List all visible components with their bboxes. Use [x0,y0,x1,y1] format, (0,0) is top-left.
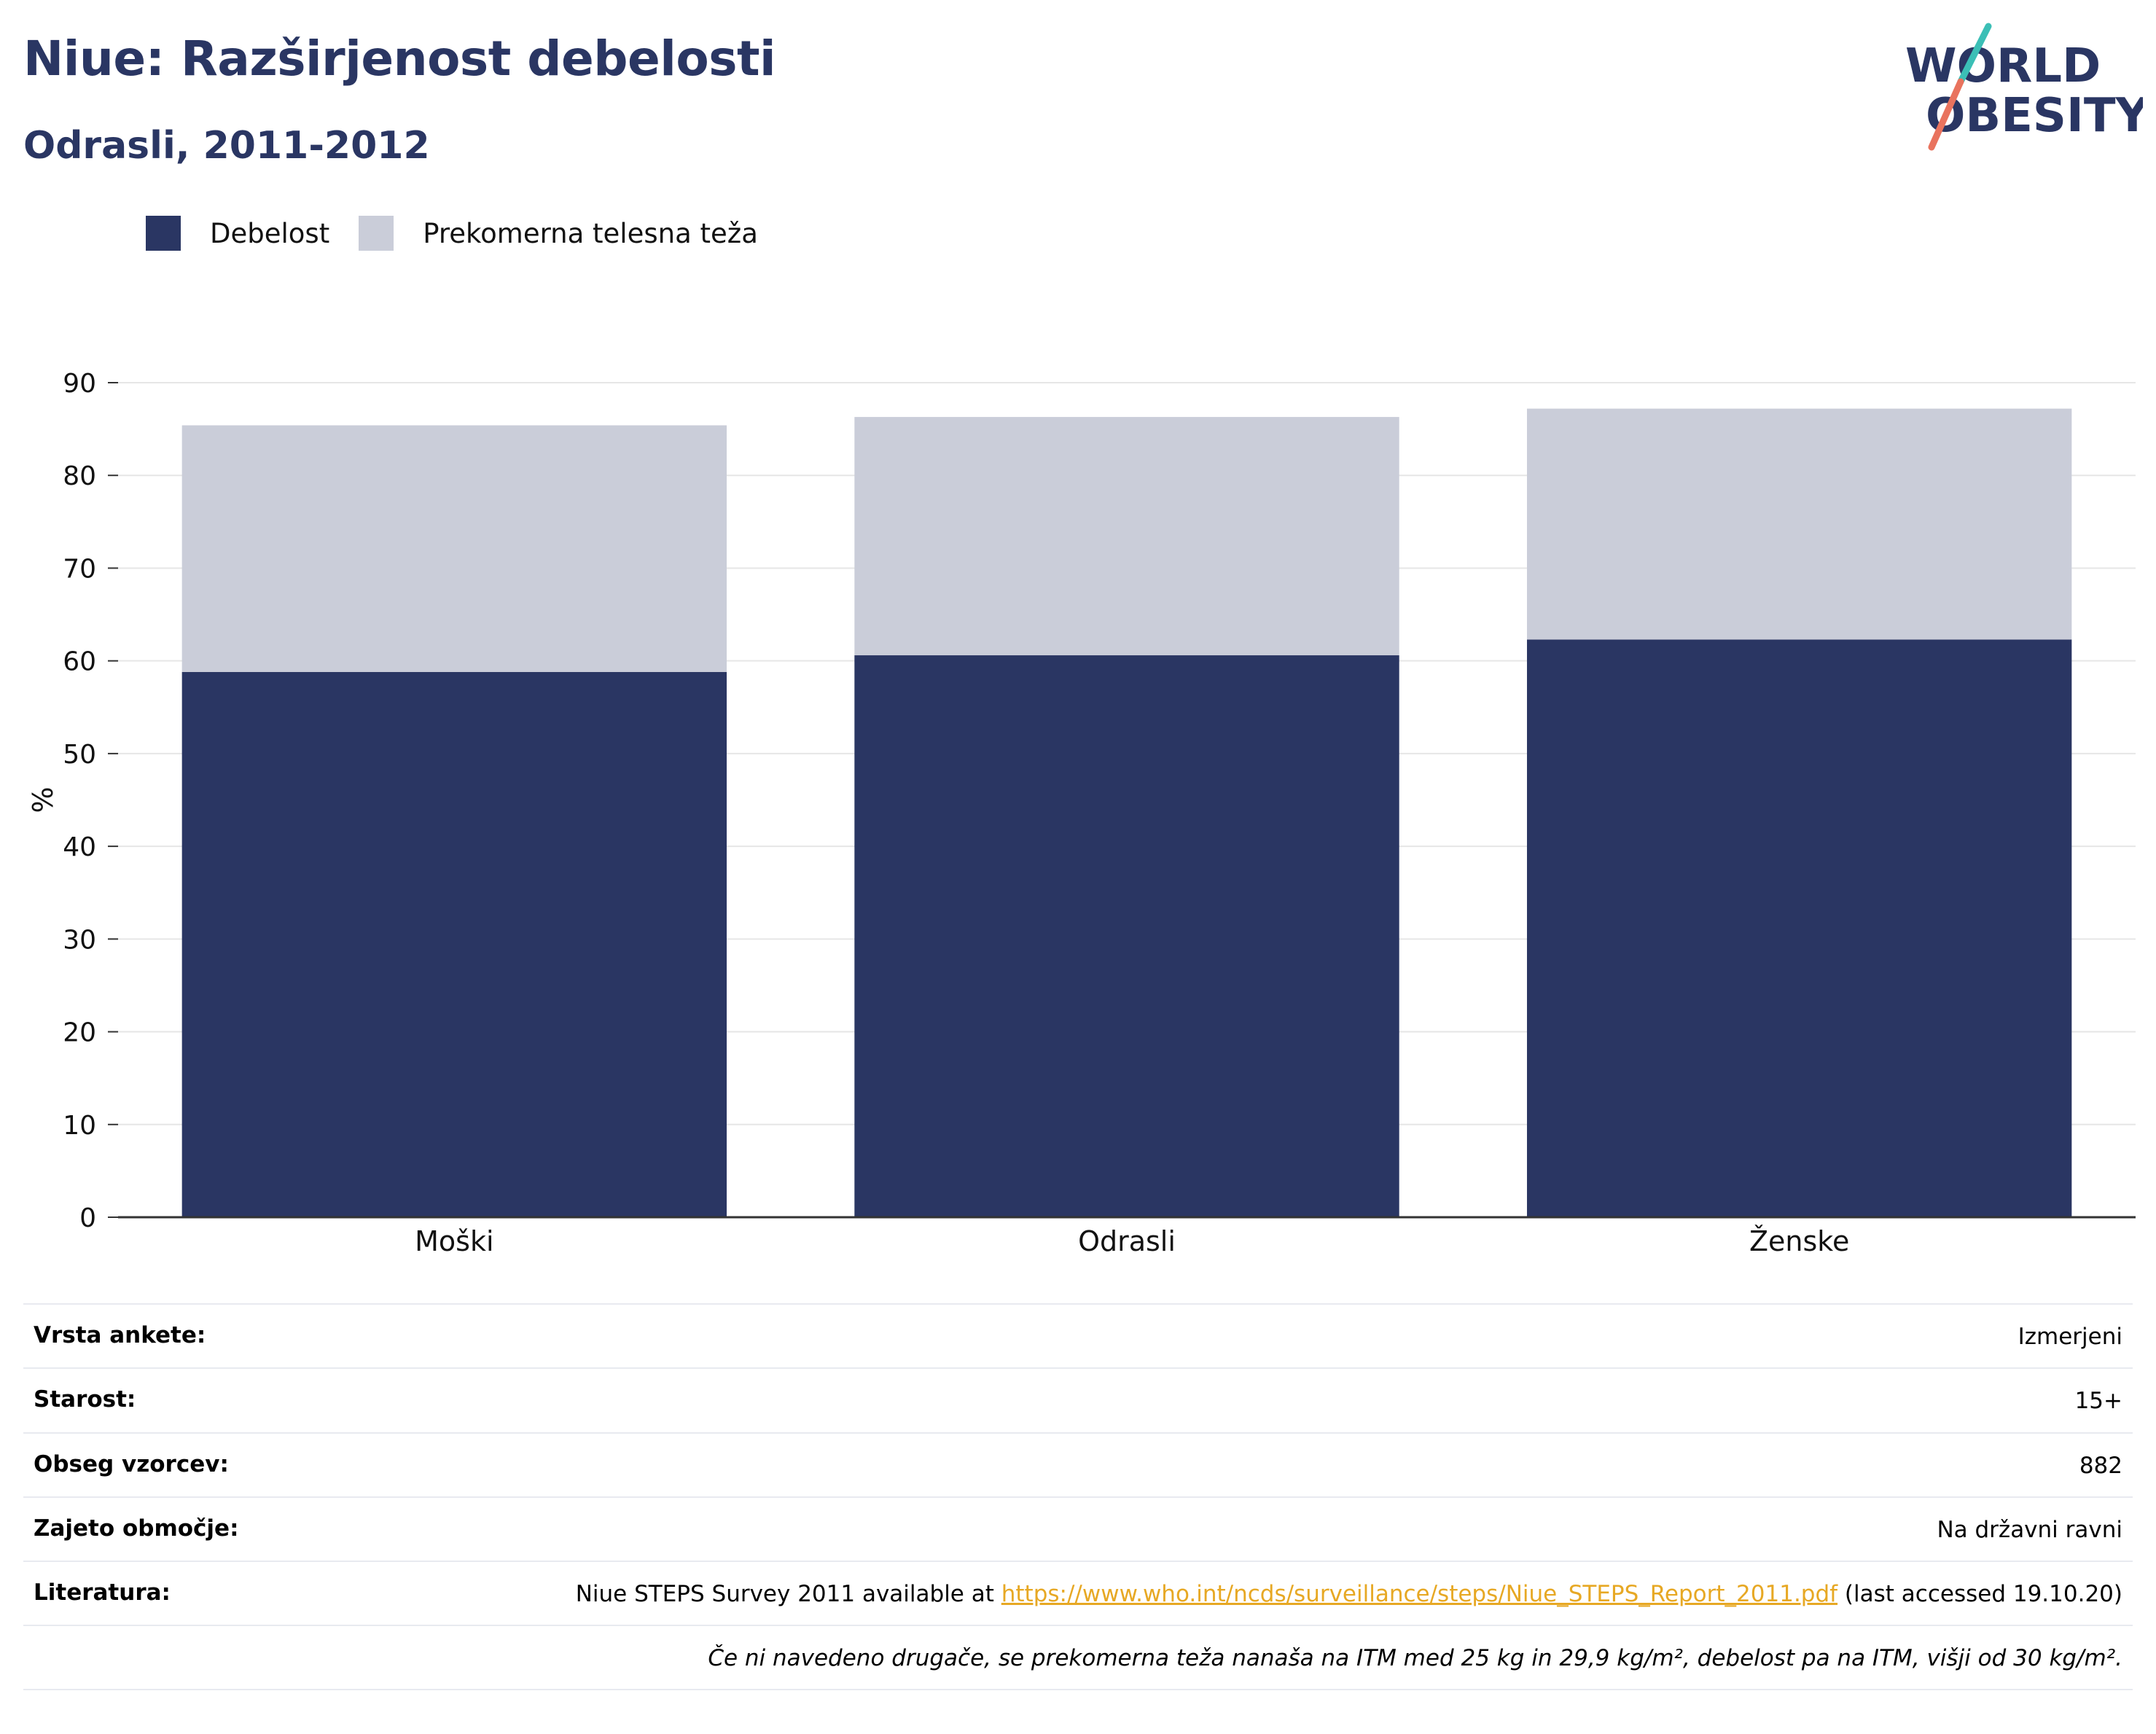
stacked-bar-chart: 0 10 20 30 40 50 60 70 80 90 Moški Odrasli Ženske% [27,369,2136,1257]
x-tick-label: Odrasli [1078,1225,1176,1257]
y-tick-label: 40 [63,832,96,862]
detail-label: Zajeto območje: [34,1515,239,1542]
detail-label: Starost: [34,1386,136,1413]
literature-link[interactable]: https://www.who.int/ncds/surveillance/st… [1001,1581,1838,1608]
y-tick-label: 60 [63,647,96,677]
detail-value: 882 [2079,1452,2122,1479]
chart-bars [181,408,2072,1217]
y-tick-label: 10 [63,1111,96,1141]
literature-row: Literatura: Niue STEPS Survey 2011 avail… [23,1561,2133,1625]
detail-value: Na državni ravni [1937,1516,2122,1543]
bar-obesity[interactable] [1526,639,2072,1217]
logo-line2: OBESITY [1926,89,2143,143]
y-axis-label: % [27,786,59,813]
detail-row: Vrsta ankete: Izmerjeni [23,1303,2133,1367]
bar-obesity[interactable] [181,671,727,1217]
page-subtitle: Odrasli, 2011-2012 [23,124,430,168]
detail-label: Vrsta ankete: [34,1322,206,1348]
y-tick-label: 0 [79,1203,96,1233]
legend-label-obesity: Debelost [210,217,330,249]
legend-item-overweight[interactable]: Prekomerna telesna teža [359,216,758,251]
detail-value: Izmerjeni [2018,1324,2122,1350]
definition-note: Če ni navedeno drugače, se prekomerna te… [23,1625,2133,1691]
survey-detail-rows: Vrsta ankete: Izmerjeni Starost: 15+ Obseg v… [23,1303,2133,1561]
detail-row: Starost: 15+ [23,1367,2133,1432]
legend-swatch-obesity [146,216,181,251]
page-title: Niue: Razširjenost debelosti [23,31,776,87]
y-tick-label: 70 [63,554,96,584]
y-tick-label: 50 [63,740,96,770]
bar-overweight[interactable] [1526,408,2072,640]
x-tick-label: Moški [415,1225,493,1257]
detail-row: Obseg vzorcev: 882 [23,1432,2133,1496]
logo-slash-coral [1928,78,1964,151]
detail-label: Obseg vzorcev: [34,1450,229,1477]
bar-overweight[interactable] [181,425,727,672]
chart-axes: 0 10 20 30 40 50 60 70 80 90 Moški Odrasli Ženske% [27,369,2136,1257]
detail-value: 15+ [2074,1388,2122,1415]
bar-obesity[interactable] [854,655,1399,1217]
literature-label: Literatura: [34,1579,171,1606]
survey-details: Vrsta ankete: Izmerjeni Starost: 15+ Obseg v… [23,1303,2133,1691]
y-tick-label: 80 [63,461,96,491]
x-tick-label: Ženske [1749,1225,1849,1257]
legend-label-overweight: Prekomerna telesna teža [423,217,758,249]
literature-suffix: (last accessed 19.10.20) [1837,1581,2122,1608]
y-tick-label: 20 [63,1018,96,1048]
detail-row: Zajeto območje: Na državni ravni [23,1496,2133,1561]
y-tick-label: 90 [63,369,96,399]
world-obesity-logo: WORLD OBESITY [1905,23,2143,151]
legend-item-obesity[interactable]: Debelost [146,216,329,251]
bar-overweight[interactable] [854,417,1399,656]
legend-swatch-overweight [359,216,394,251]
logo-slash-teal [1957,23,1992,85]
logo-line1: WORLD [1905,39,2101,93]
literature-prefix: Niue STEPS Survey 2011 available at [575,1581,1001,1608]
chart-legend: Debelost Prekomerna telesna teža [146,216,787,251]
literature-value: Niue STEPS Survey 2011 available at http… [576,1579,2122,1609]
y-tick-label: 30 [63,925,96,955]
